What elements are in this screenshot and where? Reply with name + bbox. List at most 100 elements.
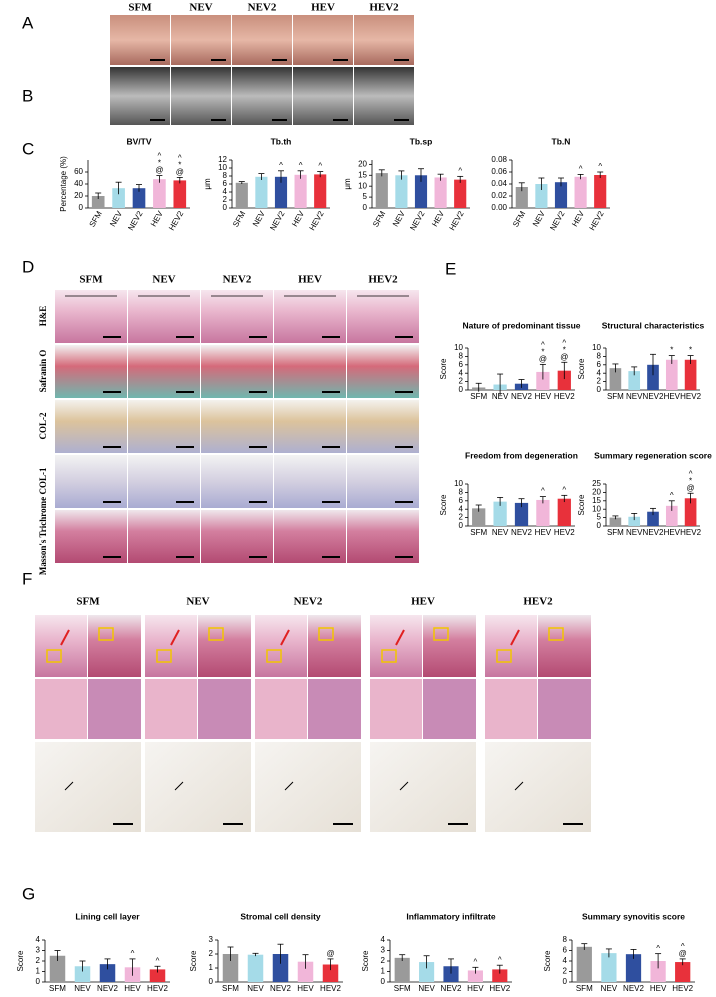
y-tick-label: 0 — [223, 203, 228, 212]
column-header: HEV2 — [523, 596, 553, 608]
y-axis-label: Score — [577, 494, 586, 515]
significance-marker: ^ — [131, 949, 135, 958]
panel-label: G — [22, 884, 35, 903]
x-tick-label: HEV2 — [680, 392, 701, 401]
row-label: Safranin O — [38, 350, 48, 393]
significance-marker: ^ — [318, 162, 322, 171]
bar — [554, 182, 568, 208]
bar — [173, 180, 187, 208]
y-tick-label: 0 — [209, 977, 214, 986]
chart-title: Freedom from degeneration — [465, 450, 578, 460]
significance-marker: ^ — [498, 955, 502, 964]
y-tick-label: 10 — [358, 181, 367, 190]
y-tick-label: 0.08 — [491, 155, 507, 164]
y-tick-label: 0 — [459, 521, 464, 530]
x-tick-label: SFM — [607, 528, 624, 537]
column-header: HEV — [411, 596, 435, 608]
histology-image — [201, 345, 273, 398]
x-tick-label: NEV2 — [511, 392, 532, 401]
bar — [576, 946, 592, 982]
bar — [492, 969, 508, 982]
significance-marker: ^ — [598, 162, 602, 171]
photo — [293, 15, 353, 65]
histology-image — [347, 455, 419, 508]
photo — [232, 15, 292, 65]
y-axis-label: Score — [439, 494, 448, 515]
y-tick-label: 8 — [597, 352, 602, 361]
ihc-image — [145, 742, 251, 832]
y-tick-label: 15 — [592, 496, 601, 505]
bar — [665, 505, 678, 526]
bar — [235, 182, 248, 208]
y-tick-label: 6 — [597, 360, 602, 369]
y-axis-label: Score — [16, 950, 25, 971]
ihc-image — [35, 742, 141, 832]
micro-ct — [232, 67, 292, 125]
column-header: SFM — [128, 2, 152, 14]
x-tick-label: NEV — [492, 392, 509, 401]
significance-marker: * — [689, 346, 692, 355]
he-image — [88, 615, 141, 677]
y-tick-label: 2 — [563, 967, 568, 976]
x-tick-label: HEV — [650, 984, 667, 993]
x-tick-label: SFM — [607, 392, 624, 401]
histology-image — [128, 400, 200, 453]
row-label: COL-1 — [38, 467, 48, 495]
significance-marker: ^ — [474, 957, 478, 966]
photo — [354, 15, 414, 65]
significance-marker: @ — [560, 352, 568, 361]
bar — [467, 970, 483, 982]
significance-marker: ^ — [681, 942, 685, 951]
black-arrow — [284, 781, 294, 791]
x-tick-label: HEV2 — [167, 209, 186, 232]
bar — [493, 501, 507, 526]
histology-image — [55, 400, 127, 453]
histology-image — [201, 290, 273, 343]
x-tick-label: SFM — [511, 209, 527, 228]
x-tick-label: HEV — [664, 528, 681, 537]
histology-image — [347, 345, 419, 398]
zoom-box — [318, 627, 334, 641]
chart-title: Nature of predominant tissue — [462, 320, 580, 330]
bar — [454, 179, 467, 208]
y-axis-label: Score — [189, 950, 198, 971]
significance-marker: ^ — [279, 161, 283, 170]
significance-marker: ^ — [562, 485, 566, 494]
zoom-box — [98, 627, 114, 641]
column-header: HEV — [311, 2, 335, 14]
y-tick-label: 3 — [36, 946, 41, 955]
column-header: NEV2 — [223, 274, 252, 286]
x-tick-label: HEV2 — [554, 528, 575, 537]
y-tick-label: 8 — [459, 352, 464, 361]
x-tick-label: NEV2 — [511, 528, 532, 537]
histology-image — [201, 400, 273, 453]
x-tick-label: SFM — [88, 209, 104, 228]
x-tick-label: HEV2 — [680, 528, 701, 537]
bar — [153, 179, 166, 208]
y-axis-label: Percentage (%) — [59, 156, 68, 212]
x-tick-label: SFM — [222, 984, 239, 993]
he-image — [485, 615, 537, 677]
x-tick-label: HEV2 — [672, 984, 693, 993]
x-tick-label: HEV — [297, 984, 314, 993]
histology-image — [347, 510, 419, 563]
y-tick-label: 0 — [563, 977, 568, 986]
bar — [297, 961, 314, 982]
y-tick-label: 2 — [36, 956, 41, 965]
bar — [434, 177, 447, 208]
panel-label: B — [22, 86, 33, 105]
zoom-box — [46, 649, 62, 663]
he-image — [538, 615, 591, 677]
x-tick-label: SFM — [49, 984, 66, 993]
bar — [132, 188, 146, 208]
y-tick-label: 0 — [363, 203, 368, 212]
photo — [171, 15, 231, 65]
bar — [272, 954, 289, 982]
significance-marker: ^ — [158, 152, 162, 161]
bar-chart: Nature of predominant tissue Score 0246810… — [439, 320, 581, 401]
bar — [647, 364, 659, 390]
bar — [255, 176, 268, 208]
y-tick-label: 8 — [459, 488, 464, 497]
y-tick-label: 10 — [592, 504, 601, 513]
bar — [684, 498, 697, 526]
